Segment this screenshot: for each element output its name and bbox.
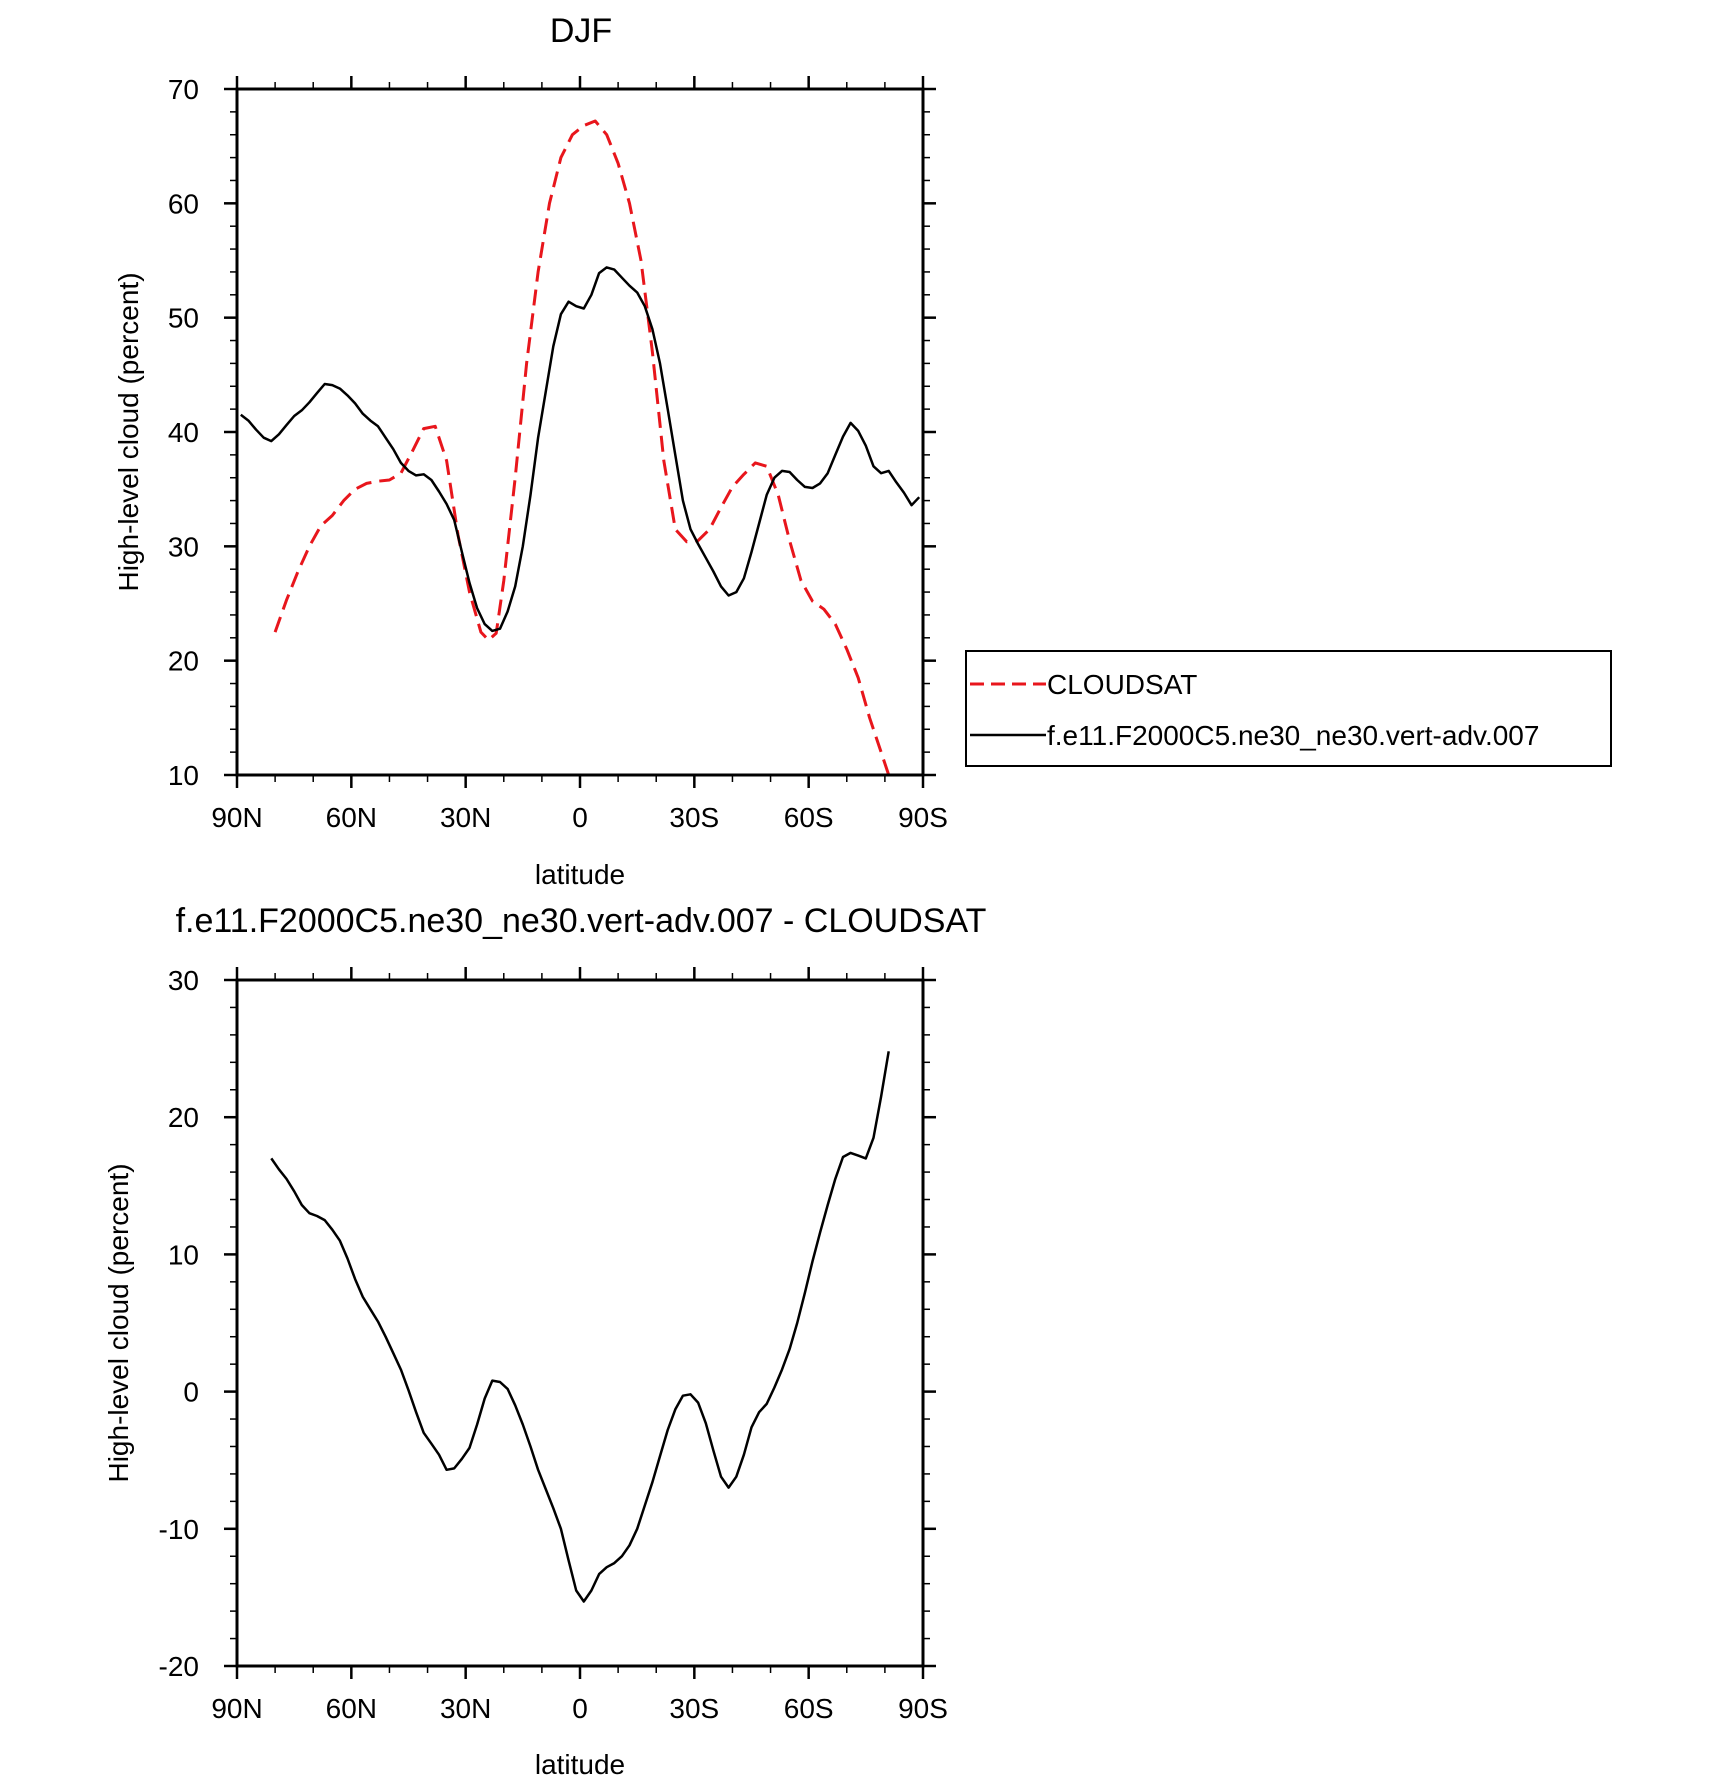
x-tick-label: 60N <box>326 802 377 833</box>
series-line-cloudsat <box>273 119 891 776</box>
x-tick-label: 0 <box>572 802 588 833</box>
legend-box <box>965 650 1612 767</box>
chart2-plot-frame <box>235 978 925 1668</box>
x-tick-label: 90S <box>898 1693 948 1724</box>
y-tick-label: 30 <box>168 965 199 996</box>
y-tick-label: -20 <box>159 1651 199 1682</box>
chart1-plot-frame <box>235 87 925 777</box>
chart2-y-tick-labels: -20 -10 0 10 20 30 <box>159 965 199 1682</box>
x-tick-label: 90N <box>211 1693 262 1724</box>
series-line-difference <box>270 1051 890 1603</box>
chart2-y-axis-label: High-level cloud (percent) <box>103 1163 134 1482</box>
chart1-ticks <box>224 76 936 788</box>
x-tick-label: 30S <box>669 802 719 833</box>
x-tick-label: 60N <box>326 1693 377 1724</box>
legend-label-model: f.e11.F2000C5.ne30_ne30.vert-adv.007 <box>1047 720 1539 751</box>
chart2-plot-lines <box>270 1051 890 1603</box>
legend: CLOUDSAT f.e11.F2000C5.ne30_ne30.vert-ad… <box>965 650 1612 767</box>
y-tick-label: 70 <box>168 74 199 105</box>
chart2-title: f.e11.F2000C5.ne30_ne30.vert-adv.007 - C… <box>176 902 987 940</box>
chart2-x-tick-labels: 90N 60N 30N 0 30S 60S 90S <box>211 1693 948 1724</box>
chart-difference: f.e11.F2000C5.ne30_ne30.vert-adv.007 - C… <box>103 902 986 1780</box>
chart2-x-axis-label: latitude <box>535 1749 625 1780</box>
y-tick-label: 30 <box>168 531 199 562</box>
y-tick-label: 20 <box>168 1102 199 1133</box>
y-tick-label: 0 <box>183 1377 199 1408</box>
series-line-model <box>240 266 921 633</box>
chart1-y-tick-labels: 10 20 30 40 50 60 70 <box>168 74 199 791</box>
chart1-x-tick-labels: 90N 60N 30N 0 30S 60S 90S <box>211 802 948 833</box>
chart-djf: DJF 90N 60N 30N 0 30S 60S 90S 10 20 30 40 50 60 70 l… <box>113 12 948 890</box>
y-tick-label: 60 <box>168 188 199 219</box>
x-tick-label: 30N <box>440 802 491 833</box>
y-tick-label: 10 <box>168 760 199 791</box>
y-tick-label: -10 <box>159 1514 199 1545</box>
x-tick-label: 30N <box>440 1693 491 1724</box>
x-tick-label: 90N <box>211 802 262 833</box>
chart1-y-axis-label: High-level cloud (percent) <box>113 272 144 591</box>
y-tick-label: 10 <box>168 1239 199 1270</box>
chart2-ticks <box>224 967 936 1679</box>
y-tick-label: 40 <box>168 417 199 448</box>
legend-label-cloudsat: CLOUDSAT <box>1047 669 1197 700</box>
y-tick-label: 20 <box>168 646 199 677</box>
x-tick-label: 60S <box>784 802 834 833</box>
x-tick-label: 0 <box>572 1693 588 1724</box>
x-tick-label: 30S <box>669 1693 719 1724</box>
chart1-x-axis-label: latitude <box>535 859 625 890</box>
x-tick-label: 60S <box>784 1693 834 1724</box>
chart1-title: DJF <box>550 12 612 50</box>
chart1-plot-lines <box>240 119 921 776</box>
x-tick-label: 90S <box>898 802 948 833</box>
y-tick-label: 50 <box>168 303 199 334</box>
